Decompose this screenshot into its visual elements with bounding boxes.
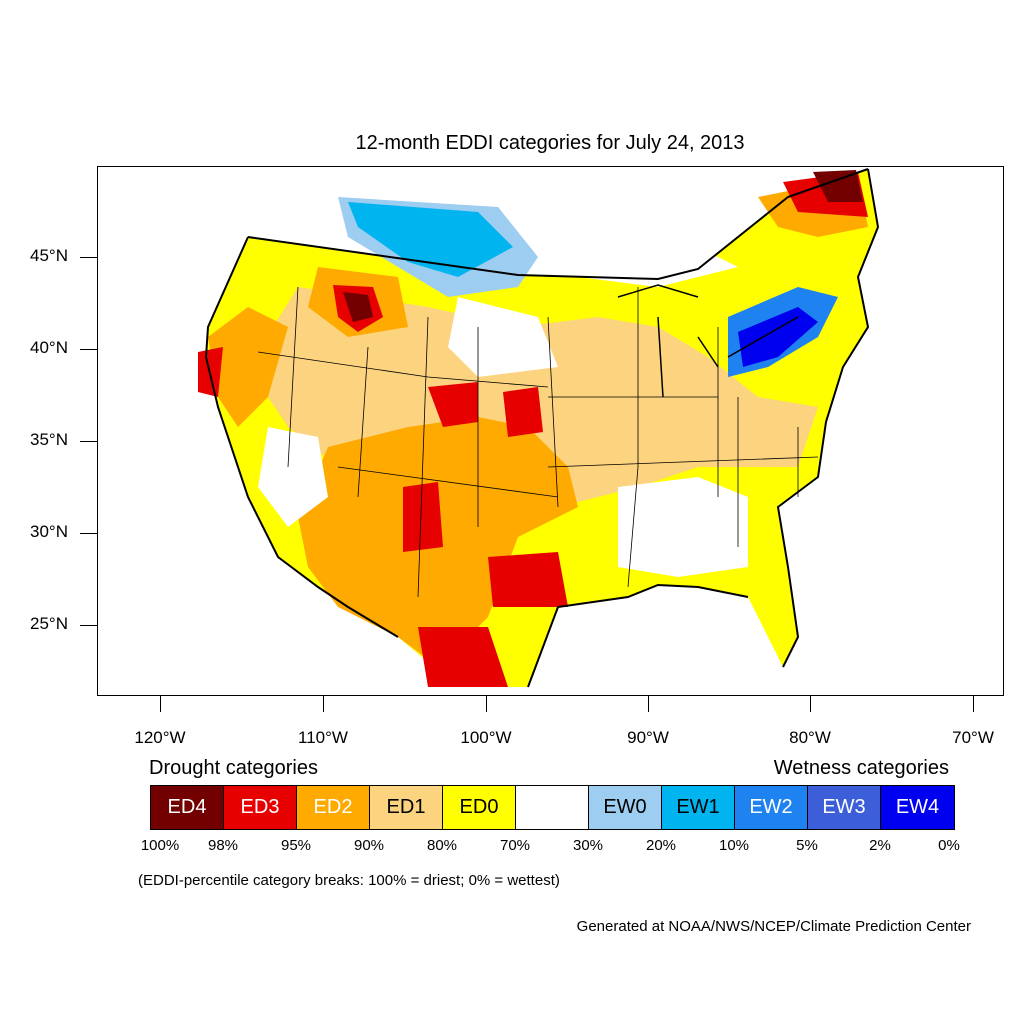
map-title: 12-month EDDI categories for July 24, 20…: [355, 132, 745, 154]
coastline: [204, 168, 880, 688]
lon-label-90: 90°W: [627, 728, 669, 747]
percentile-break-label: 30%: [572, 837, 604, 854]
percentile-break-label: 0%: [938, 837, 960, 854]
lat-label-45: 45°N: [30, 246, 68, 265]
legend-swatch-ed1: ED1: [370, 786, 443, 829]
credit-text: Generated at NOAA/NWS/NCEP/Climate Predi…: [576, 918, 971, 935]
lon-tick-90: [648, 696, 649, 712]
lon-label-120: 120°W: [134, 728, 186, 747]
ed3-region-3: [503, 387, 543, 437]
legend-swatch-ew0: EW0: [589, 786, 662, 829]
ed3-region-4: [403, 482, 443, 552]
percentile-break-label: 95%: [280, 837, 312, 854]
lon-label-70: 70°W: [952, 728, 994, 747]
lat-label-35: 35°N: [30, 430, 68, 449]
ed4-region-2: [813, 170, 863, 202]
ed2-region-west: [208, 307, 288, 427]
eddi-map: [97, 166, 1004, 696]
category-legend: ED4 ED3 ED2 ED1 ED0 EW0 EW1 EW2 EW3 EW4: [150, 785, 955, 830]
neutral-region-3: [258, 427, 328, 527]
lat-label-40: 40°N: [30, 338, 68, 357]
legend-swatch-ew1: EW1: [662, 786, 735, 829]
lon-tick-70: [973, 696, 974, 712]
wetness-categories-heading: Wetness categories: [773, 757, 949, 779]
great-lakes: [617, 284, 799, 398]
legend-swatch-neutral: [516, 786, 589, 829]
lat-tick-30: [80, 533, 97, 534]
percentile-break-label: 90%: [353, 837, 385, 854]
lat-tick-40: [80, 349, 97, 350]
lon-tick-80: [810, 696, 811, 712]
lat-label-25: 25°N: [30, 614, 68, 633]
ed4-region-1: [343, 292, 373, 322]
lon-tick-100: [486, 696, 487, 712]
legend-swatch-ew3: EW3: [808, 786, 881, 829]
ew1-region: [348, 202, 513, 277]
lon-label-100: 100°W: [460, 728, 512, 747]
ed3-region-2: [428, 382, 478, 427]
percentile-break-label: 70%: [499, 837, 531, 854]
legend-swatch-ed3: ED3: [224, 786, 297, 829]
lon-label-80: 80°W: [789, 728, 831, 747]
state-borders: [257, 286, 819, 598]
legend-swatch-ew4: EW4: [881, 786, 954, 829]
percentile-break-label: 20%: [645, 837, 677, 854]
ed3-region-5: [488, 552, 568, 607]
legend-swatch-ed4: ED4: [151, 786, 224, 829]
percentile-break-label: 10%: [718, 837, 750, 854]
percentile-break-label: 98%: [207, 837, 239, 854]
ed3-region-6: [418, 627, 508, 687]
lat-label-30: 30°N: [30, 522, 68, 541]
legend-swatch-ew2: EW2: [735, 786, 808, 829]
legend-swatch-ed0: ED0: [443, 786, 516, 829]
lon-label-110: 110°W: [298, 728, 348, 747]
percentile-break-label: 2%: [869, 837, 891, 854]
lon-tick-110: [323, 696, 324, 712]
legend-swatch-ed2: ED2: [297, 786, 370, 829]
percentile-break-label: 100%: [140, 837, 180, 854]
percentile-break-label: 5%: [796, 837, 818, 854]
ew4-region: [738, 307, 818, 367]
lon-tick-120: [160, 696, 161, 712]
drought-categories-heading: Drought categories: [149, 757, 318, 779]
neutral-region-1: [448, 297, 558, 377]
neutral-region-2: [618, 477, 748, 577]
lat-tick-45: [80, 257, 97, 258]
percentile-break-label: 80%: [426, 837, 458, 854]
lat-tick-25: [80, 625, 97, 626]
lat-tick-35: [80, 441, 97, 442]
category-note: (EDDI-percentile category breaks: 100% =…: [138, 872, 560, 889]
